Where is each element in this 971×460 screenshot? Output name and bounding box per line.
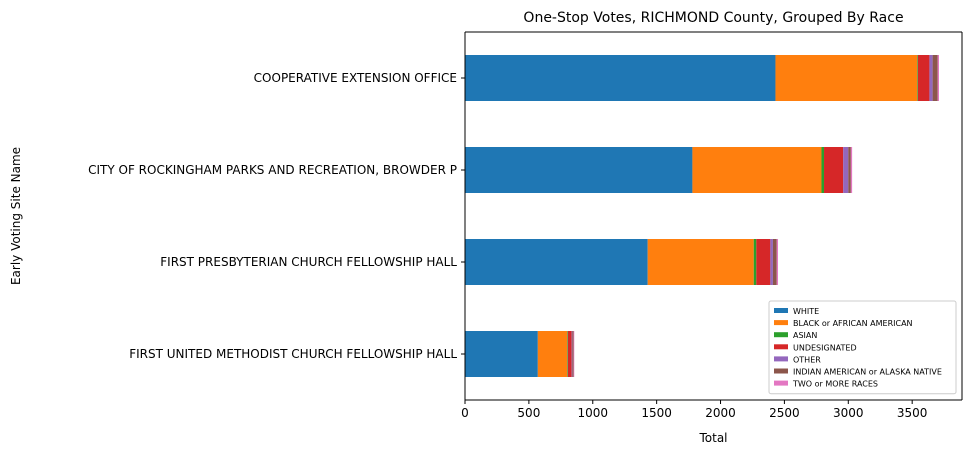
bar-segment-undesignated-3	[917, 55, 930, 101]
legend-swatch	[774, 368, 788, 374]
bar-segment-two-or-more-races-3	[937, 55, 940, 101]
bar-segment-white-3	[465, 55, 776, 101]
bar-segment-undesignated-0	[567, 331, 572, 377]
y-tick-label: FIRST PRESBYTERIAN CHURCH FELLOWSHIP HAL…	[160, 255, 457, 269]
legend-label: OTHER	[793, 355, 821, 364]
legend-frame	[768, 300, 957, 395]
legend: WHITE BLACK or AFRICAN AMERICAN ASIAN UNDES…	[768, 300, 957, 395]
legend-swatch	[774, 332, 788, 338]
bar-segment-black-or-african-american-0	[537, 331, 568, 377]
x-tick-label: 2500	[769, 406, 800, 420]
x-tick-label: 0	[461, 406, 469, 420]
x-tick-label: 3500	[897, 406, 928, 420]
chart-title: One-Stop Votes, RICHMOND County, Grouped…	[523, 10, 903, 26]
bar-segment-two-or-more-races-2	[850, 147, 853, 193]
legend-label: WHITE	[793, 307, 819, 316]
legend-label: INDIAN AMERICAN or ALASKA NATIVE	[793, 368, 942, 377]
bar-segment-asian-2	[821, 147, 825, 193]
legend-swatch	[774, 320, 788, 326]
x-tick-label: 3000	[833, 406, 864, 420]
bar-segment-other-1	[770, 239, 773, 285]
x-tick-label: 500	[517, 406, 540, 420]
bar-segment-white-0	[465, 331, 538, 377]
bar-segment-indian-american-or-alaska-native-1	[772, 239, 777, 285]
bar-segment-two-or-more-races-0	[573, 331, 575, 377]
bar-segment-asian-3	[917, 55, 918, 101]
bar-segment-other-3	[929, 55, 933, 101]
bar-segment-black-or-african-american-2	[692, 147, 822, 193]
y-tick-label: CITY OF ROCKINGHAM PARKS AND RECREATION,…	[88, 163, 457, 177]
bar-segment-indian-american-or-alaska-native-2	[848, 147, 851, 193]
bar-segment-undesignated-1	[756, 239, 771, 285]
y-tick-label: COOPERATIVE EXTENSION OFFICE	[254, 71, 457, 85]
bar-segment-white-2	[465, 147, 693, 193]
bar-segment-undesignated-2	[824, 147, 844, 193]
axes-layer	[464, 31, 963, 401]
legend-swatch	[774, 356, 788, 362]
bar-segment-indian-american-or-alaska-native-3	[932, 55, 938, 101]
bar-segment-asian-0	[567, 331, 568, 377]
x-axis-label: Total	[698, 431, 727, 445]
legend-swatch	[774, 344, 788, 350]
legend-label: BLACK or AFRICAN AMERICAN	[793, 319, 913, 328]
legend-label: ASIAN	[793, 331, 817, 340]
bar-segment-other-2	[843, 147, 849, 193]
ticks-layer: 0 500 1000 1500 2000 2500 3000 3500 FIRST UNITED…	[88, 71, 927, 420]
y-axis-label: Early Voting Site Name	[9, 147, 23, 285]
bar-segment-asian-1	[753, 239, 757, 285]
x-tick-label: 2000	[705, 406, 736, 420]
bar-segment-other-0	[571, 331, 573, 377]
bar-segment-indian-american-or-alaska-native-0	[572, 331, 574, 377]
x-tick-label: 1000	[577, 406, 608, 420]
x-tick-label: 1500	[641, 406, 672, 420]
legend-swatch	[774, 380, 788, 386]
bar-segment-black-or-african-american-1	[647, 239, 754, 285]
y-tick-label: FIRST UNITED METHODIST CHURCH FELLOWSHIP…	[129, 347, 457, 361]
legend-swatch	[774, 308, 788, 313]
legend-label: TWO or MORE RACES	[792, 380, 878, 389]
bar-segment-white-1	[465, 239, 648, 285]
legend-label: UNDESIGNATED	[793, 343, 857, 352]
bar-segment-two-or-more-races-1	[776, 239, 779, 285]
bars-layer	[465, 55, 940, 377]
bar-segment-black-or-african-american-3	[775, 55, 918, 101]
